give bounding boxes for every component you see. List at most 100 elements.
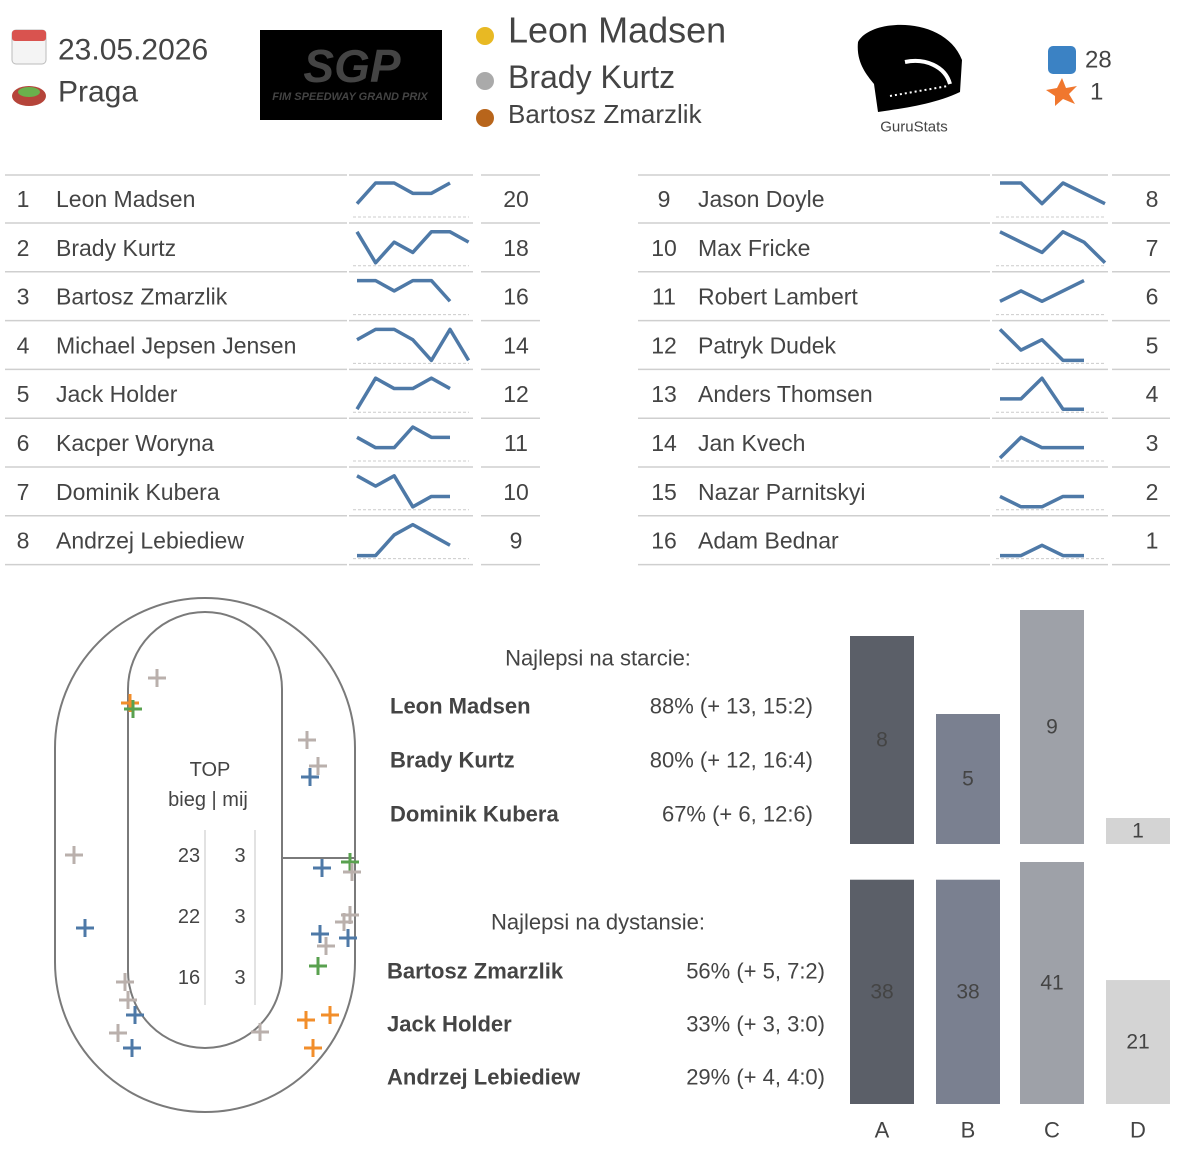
bar (1106, 980, 1170, 1104)
track (54, 597, 356, 1113)
bar (936, 714, 1000, 844)
bar (850, 636, 914, 844)
bar (1020, 862, 1084, 1104)
best-name: Andrzej Lebiediew (387, 1065, 581, 1090)
sparkline (998, 328, 1084, 363)
section-title: Najlepsi na dystansie: (491, 910, 705, 935)
points: 9 (510, 528, 523, 554)
brand: GuruStats (880, 119, 948, 136)
points: 7 (1146, 235, 1159, 261)
player-name: Jason Doyle (698, 186, 825, 212)
player-name: Brady Kurtz (56, 235, 176, 261)
top-heat: 22 (178, 906, 200, 928)
player-name: Robert Lambert (698, 284, 858, 310)
rank: 4 (17, 332, 30, 358)
helmet-logo (857, 24, 962, 113)
top-overtakes: 3 (234, 967, 245, 989)
category-label: C (1044, 1118, 1060, 1143)
player-name: Jan Kvech (698, 430, 805, 456)
points: 8 (1146, 186, 1159, 212)
best-stat: 67% (+ 6, 12:6) (662, 802, 813, 827)
player-name: Kacper Woryna (56, 430, 214, 456)
section-title: Najlepsi na starcie: (505, 646, 691, 671)
rank: 13 (651, 381, 677, 407)
podium-name: Leon Madsen (508, 10, 726, 51)
sparkline (999, 230, 1107, 265)
sparkline (355, 181, 451, 205)
sparkline (356, 327, 471, 363)
place: Praga (58, 76, 138, 109)
sparkline (1000, 543, 1084, 558)
sparkline (357, 522, 451, 558)
sparkline (1000, 376, 1084, 411)
sparkline (999, 279, 1085, 304)
best-name: Leon Madsen (390, 694, 531, 719)
player-name: Jack Holder (56, 381, 178, 407)
calendar-icon (11, 29, 47, 65)
best-name: Brady Kurtz (390, 748, 515, 773)
bar (1020, 610, 1084, 844)
player-name: Dominik Kubera (56, 479, 220, 505)
stat-icons (1046, 46, 1077, 106)
rank: 11 (652, 284, 676, 310)
player-name: Leon Madsen (56, 186, 195, 212)
sparkline (355, 230, 470, 265)
player-name: Patryk Dudek (698, 332, 837, 358)
top-heat: 16 (178, 967, 200, 989)
podium-name: Brady Kurtz (508, 59, 675, 95)
bar-value: 1 (1132, 820, 1144, 843)
stadium-icon (12, 86, 46, 106)
rank: 3 (17, 284, 30, 310)
podium-name: Bartosz Zmarzlik (508, 99, 703, 129)
points: 16 (503, 284, 529, 310)
bar-value: 38 (956, 980, 979, 1003)
points: 2 (1146, 479, 1159, 505)
rank: 14 (651, 430, 677, 456)
rank: 7 (17, 479, 30, 505)
bar-value: 8 (876, 729, 888, 752)
crashes: 1 (1090, 79, 1103, 106)
rank: 8 (17, 528, 30, 554)
top-subtitle: bieg | mij (168, 789, 248, 811)
best-stat: 29% (+ 4, 4:0) (686, 1065, 825, 1090)
bar-value: 41 (1040, 972, 1063, 995)
sparkline (356, 425, 450, 450)
best-name: Jack Holder (387, 1012, 512, 1037)
player-name: Adam Bednar (698, 528, 839, 554)
bar-value: 38 (870, 980, 893, 1003)
player-name: Anders Thomsen (698, 381, 873, 407)
points: 6 (1146, 284, 1159, 310)
rank: 5 (17, 381, 30, 407)
sgp-logo (260, 30, 442, 120)
sparkline (999, 494, 1084, 509)
points: 12 (503, 381, 529, 407)
best-name: Dominik Kubera (390, 802, 559, 827)
points: 5 (1146, 332, 1159, 358)
category-label: B (961, 1118, 976, 1143)
best-stat: 56% (+ 5, 7:2) (686, 959, 825, 984)
rank: 6 (17, 430, 30, 456)
sparkline (357, 278, 452, 303)
logo-caption: FIM SPEEDWAY GRAND PRIX (272, 91, 428, 103)
top-overtakes: 3 (234, 845, 245, 867)
sparkline (355, 376, 451, 411)
bar-value: 9 (1046, 716, 1058, 739)
best-stat: 80% (+ 12, 16:4) (650, 748, 813, 773)
player-name: Michael Jepsen Jensen (56, 332, 296, 358)
points: 4 (1146, 381, 1159, 407)
rank: 16 (651, 528, 677, 554)
rank: 9 (658, 186, 671, 212)
top-overtakes: 3 (234, 906, 245, 928)
points: 20 (503, 186, 529, 212)
sparkline (998, 435, 1084, 460)
rank: 12 (651, 332, 677, 358)
best-stat: 88% (+ 13, 15:2) (650, 694, 813, 719)
points: 11 (504, 430, 528, 456)
date: 23.05.2026 (58, 34, 208, 67)
medals (476, 27, 494, 127)
top-title: TOP (190, 759, 231, 781)
sparkline (1000, 181, 1106, 206)
best-stat: 33% (+ 3, 3:0) (686, 1012, 825, 1037)
bar-value: 5 (962, 768, 974, 791)
